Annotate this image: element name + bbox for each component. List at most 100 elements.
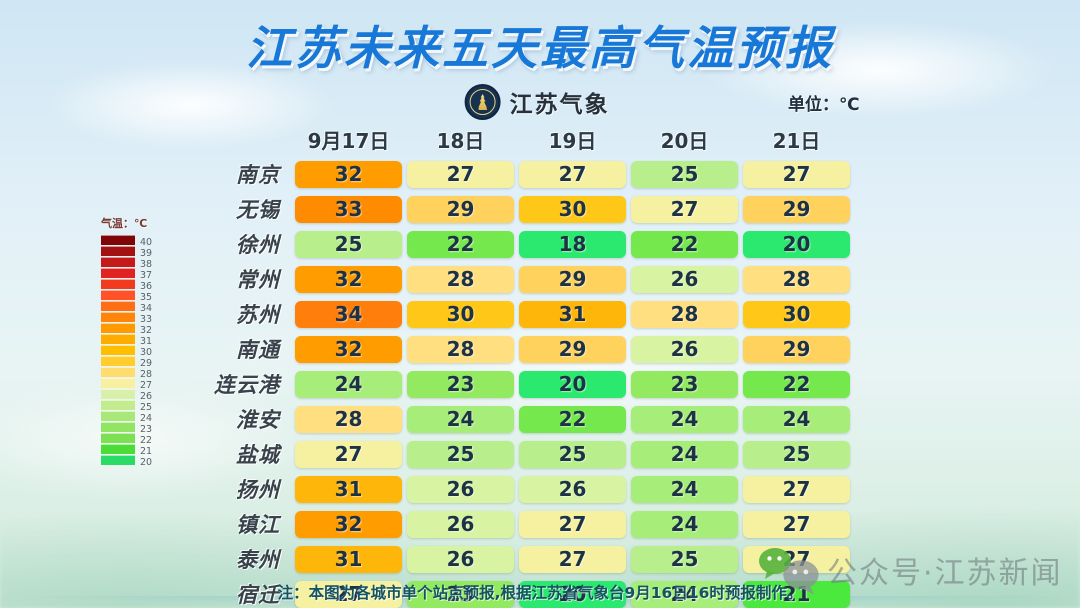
legend-swatch <box>101 433 135 443</box>
temperature-cell: 20 <box>519 580 626 608</box>
temperature-cell: 25 <box>407 440 514 468</box>
legend-label: 37 <box>140 270 153 281</box>
legend-label: 36 <box>140 281 153 292</box>
legend-stop: 30 <box>101 344 171 358</box>
legend-swatch <box>101 323 135 333</box>
legend-label: 34 <box>140 303 153 314</box>
legend-label: 27 <box>140 380 153 391</box>
temperature-cell: 27 <box>519 510 626 538</box>
legend-label: 26 <box>140 391 153 402</box>
legend-swatch <box>101 334 135 344</box>
legend-label: 30 <box>140 347 153 358</box>
unit-label: 单位：℃ <box>788 95 860 115</box>
city-label: 苏州 <box>236 303 280 327</box>
legend-stop: 37 <box>101 267 171 281</box>
temperature-cell: 26 <box>407 545 514 573</box>
temperature-cell: 23 <box>407 580 514 608</box>
temperature-cell: 34 <box>295 300 402 328</box>
temperature-cell: 28 <box>295 405 402 433</box>
temperature-cell: 25 <box>295 230 402 258</box>
table-row: 扬州 31 26 26 24 27 <box>195 474 850 504</box>
legend-stop: 40 <box>101 234 171 248</box>
logo-row: 江苏气象 单位：℃ <box>0 84 1080 122</box>
legend-swatch <box>101 301 135 311</box>
legend-title: 气温：℃ <box>101 217 148 230</box>
legend-swatch <box>101 367 135 377</box>
legend-swatch <box>101 257 135 267</box>
table-row: 淮安 28 24 22 24 24 <box>195 404 850 434</box>
temperature-cell: 27 <box>519 160 626 188</box>
table-row: 泰州 31 26 27 25 27 <box>195 544 850 574</box>
temperature-cell: 27 <box>407 160 514 188</box>
city-label: 盐城 <box>236 443 280 467</box>
legend-stop: 22 <box>101 432 171 446</box>
temperature-cell: 27 <box>743 160 850 188</box>
legend-stop: 34 <box>101 300 171 314</box>
legend-swatch <box>101 400 135 410</box>
legend-label: 22 <box>140 435 153 446</box>
legend-label: 29 <box>140 358 153 369</box>
temperature-cell: 24 <box>631 475 738 503</box>
temperature-cell: 23 <box>631 370 738 398</box>
table-row: 徐州 25 22 18 22 20 <box>195 229 850 259</box>
temperature-cell: 26 <box>407 510 514 538</box>
legend-stop: 20 <box>101 454 171 468</box>
city-label: 泰州 <box>236 548 280 572</box>
legend-stop: 29 <box>101 355 171 369</box>
legend-stop: 28 <box>101 366 171 380</box>
temperature-cell: 31 <box>295 475 402 503</box>
temperature-cell: 28 <box>631 300 738 328</box>
temperature-cell: 29 <box>743 195 850 223</box>
temperature-cell: 24 <box>631 510 738 538</box>
logo-text: 江苏气象 <box>509 92 610 118</box>
temperature-legend: 气温：℃ 40 39 38 37 36 35 34 33 32 31 30 29 28 27 26 25 24 2… <box>101 215 171 468</box>
legend-label: 20 <box>140 457 153 468</box>
legend-label: 40 <box>140 237 153 248</box>
temperature-cell: 32 <box>295 160 402 188</box>
table-row: 常州 32 28 29 26 28 <box>195 264 850 294</box>
temperature-cell: 26 <box>407 475 514 503</box>
city-label: 扬州 <box>236 478 280 502</box>
table-body: 南京 32 27 27 25 27 无锡 33 29 30 27 29 徐州 25 22 18 22 20 常州 32… <box>195 159 850 608</box>
table-row: 连云港 24 23 20 23 22 <box>195 369 850 399</box>
temperature-cell: 28 <box>743 265 850 293</box>
temperature-cell: 27 <box>519 545 626 573</box>
temperature-cell: 27 <box>743 545 850 573</box>
legend-stop: 35 <box>101 289 171 303</box>
temperature-cell: 28 <box>407 265 514 293</box>
legend-swatch <box>101 268 135 278</box>
temperature-cell: 32 <box>295 265 402 293</box>
legend-stop: 32 <box>101 322 171 336</box>
table-header-row: 9月17日 18日 19日 20日 21日 <box>195 128 850 154</box>
temperature-cell: 24 <box>631 405 738 433</box>
temperature-cell: 23 <box>407 370 514 398</box>
legend-swatch <box>101 356 135 366</box>
pagoda-logo-icon <box>464 84 501 120</box>
temperature-cell: 25 <box>743 440 850 468</box>
temperature-cell: 18 <box>519 230 626 258</box>
legend-swatch <box>101 279 135 289</box>
legend-swatch <box>101 378 135 388</box>
legend-label: 24 <box>140 413 153 424</box>
legend-stop: 25 <box>101 399 171 413</box>
temperature-cell: 30 <box>519 195 626 223</box>
temperature-cell: 27 <box>743 475 850 503</box>
temperature-cell: 33 <box>295 195 402 223</box>
temperature-cell: 27 <box>631 195 738 223</box>
legend-swatch <box>101 290 135 300</box>
temperature-cell: 29 <box>519 335 626 363</box>
table-row: 南通 32 28 29 26 29 <box>195 334 850 364</box>
city-label: 镇江 <box>236 513 280 537</box>
date-header: 21日 <box>772 129 821 153</box>
temperature-cell: 28 <box>407 335 514 363</box>
legend-label: 28 <box>140 369 153 380</box>
legend-label: 21 <box>140 446 153 457</box>
temperature-cell: 30 <box>407 300 514 328</box>
temperature-cell: 29 <box>407 195 514 223</box>
temperature-cell: 27 <box>295 440 402 468</box>
table-row: 苏州 34 30 31 28 30 <box>195 299 850 329</box>
legend-swatch <box>101 411 135 421</box>
legend-label: 23 <box>140 424 153 435</box>
temperature-cell: 29 <box>743 335 850 363</box>
city-label: 南京 <box>236 163 280 187</box>
